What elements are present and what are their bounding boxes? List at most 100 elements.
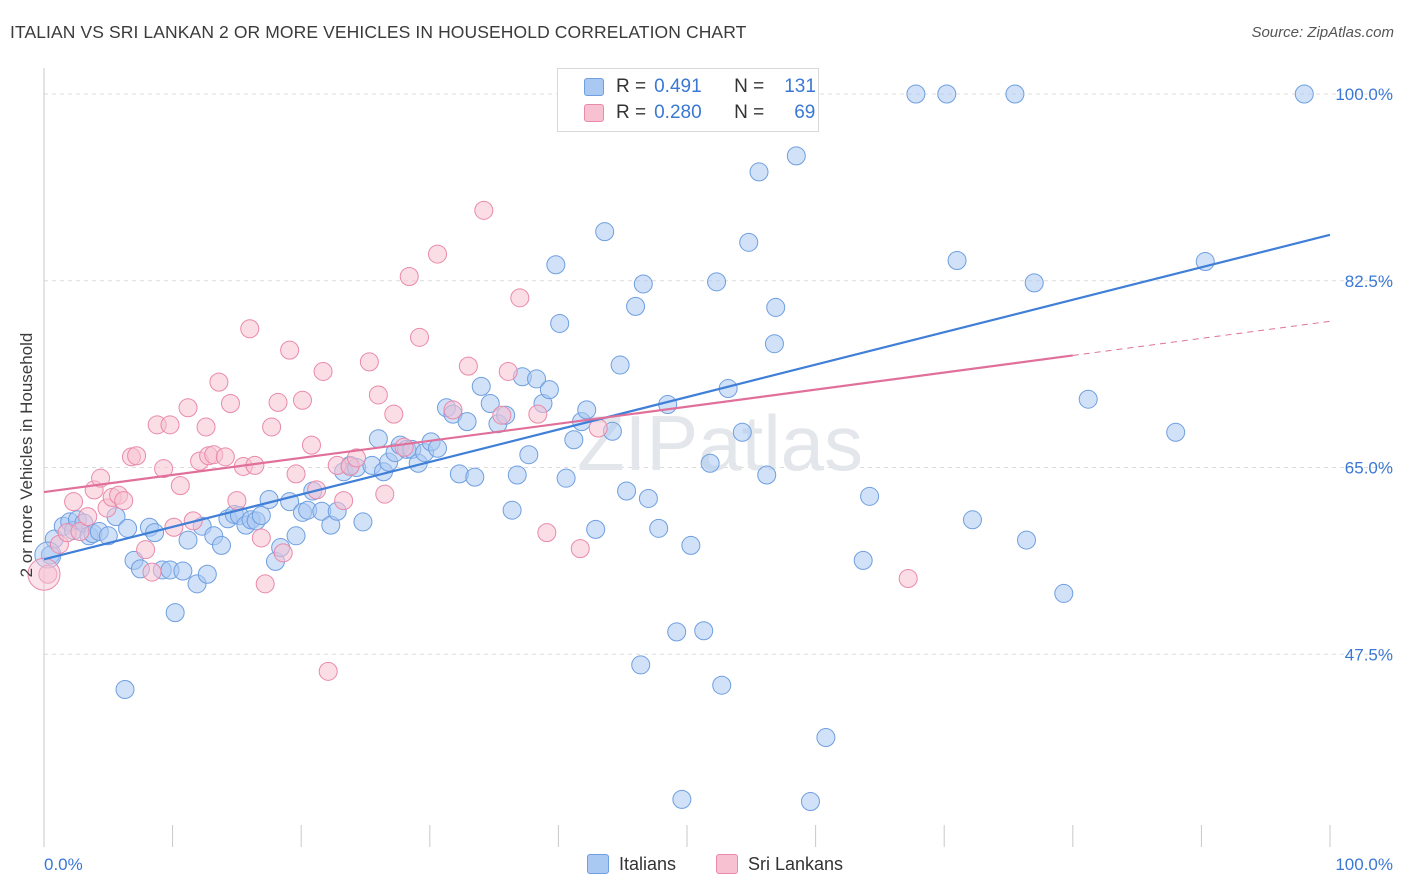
sri-lankans-point bbox=[262, 417, 282, 437]
italians-point bbox=[1166, 422, 1186, 442]
sri-lankans-point bbox=[38, 564, 58, 584]
n-value: 69 bbox=[794, 102, 816, 123]
sri-lankans-point bbox=[114, 491, 134, 511]
sri-lankans-point bbox=[428, 244, 448, 264]
r-label: R = bbox=[616, 102, 647, 123]
sri-lankans-point bbox=[334, 491, 354, 511]
italians-point bbox=[428, 438, 448, 458]
sri-lankans-point bbox=[292, 390, 312, 410]
sri-lankans-point bbox=[474, 200, 494, 220]
r-value: 0.280 bbox=[654, 102, 702, 123]
italians-point bbox=[577, 400, 597, 420]
sri-lankans-point bbox=[492, 405, 512, 425]
sri-lankans-point bbox=[127, 446, 147, 466]
italians-point bbox=[449, 464, 469, 484]
italians-point bbox=[465, 467, 485, 487]
sri-lankans-point bbox=[178, 398, 198, 418]
x-tick-label: 0.0% bbox=[44, 855, 83, 874]
chart-title: ITALIAN VS SRI LANKAN 2 OR MORE VEHICLES… bbox=[10, 22, 747, 42]
legend-row-sri-lankans: R = 0.280 N = 69 bbox=[584, 101, 815, 125]
axes bbox=[43, 68, 1331, 847]
sri-lankans-point bbox=[170, 476, 190, 496]
sri-lankans-point bbox=[301, 435, 321, 455]
italians-point bbox=[173, 561, 193, 581]
sri-lankans-point bbox=[240, 319, 260, 339]
sri-lankans-point bbox=[346, 448, 366, 468]
italians-point bbox=[1005, 84, 1025, 104]
italians-point bbox=[749, 162, 769, 182]
sri-lankans-point bbox=[215, 447, 235, 467]
sri-lankans-point bbox=[154, 459, 174, 479]
italians-point bbox=[178, 530, 198, 550]
sri-lankans-point bbox=[91, 468, 111, 488]
y-tick-label: 65.0% bbox=[1345, 459, 1393, 478]
italians-point bbox=[211, 535, 231, 555]
r-label: R = bbox=[616, 76, 647, 97]
sri-lankans-point bbox=[898, 568, 918, 588]
y-tick-label: 47.5% bbox=[1345, 645, 1393, 664]
italians-point bbox=[707, 272, 727, 292]
italians-point bbox=[1078, 389, 1098, 409]
italians-point bbox=[519, 445, 539, 465]
trend-lines bbox=[43, 233, 1331, 561]
italians-point bbox=[712, 675, 732, 695]
sri-lankans-point bbox=[142, 562, 162, 582]
italians-point bbox=[550, 313, 570, 333]
italians-point bbox=[368, 429, 388, 449]
sri-lankans-point bbox=[286, 464, 306, 484]
sri-lankans-point bbox=[268, 392, 288, 412]
sri-lankans-swatch bbox=[584, 104, 604, 122]
sri-lankans-points bbox=[27, 200, 918, 681]
italians-point bbox=[539, 380, 559, 400]
italians-point bbox=[1294, 84, 1314, 104]
italians-legend-swatch bbox=[587, 854, 609, 874]
legend-row-italians: R = 0.491 N = 131 bbox=[584, 75, 816, 99]
italians-point bbox=[286, 526, 306, 546]
italians-point bbox=[631, 655, 651, 675]
italians-point bbox=[556, 468, 576, 488]
grid-lines bbox=[44, 93, 1394, 655]
watermark: ZIPatlas bbox=[577, 399, 863, 487]
italians-point bbox=[595, 222, 615, 242]
sri-lankans-point bbox=[458, 356, 478, 376]
sri-lankans-point bbox=[280, 340, 300, 360]
italians-point bbox=[502, 500, 522, 520]
italians-point bbox=[546, 255, 566, 275]
y-tick-label: 100.0% bbox=[1335, 85, 1393, 104]
italians-point bbox=[962, 510, 982, 530]
italians-point bbox=[633, 274, 653, 294]
italians-point bbox=[259, 490, 279, 510]
bottom-legend-italians[interactable]: Italians bbox=[587, 852, 676, 876]
italians-point bbox=[681, 535, 701, 555]
sri-lankans-point bbox=[375, 484, 395, 504]
sri-lankans-point bbox=[209, 372, 229, 392]
y-axis-label: 2 or more Vehicles in Household bbox=[17, 332, 36, 578]
sri-lankans-point bbox=[443, 400, 463, 420]
italians-point bbox=[766, 297, 786, 317]
italians-point bbox=[732, 422, 752, 442]
italians-point bbox=[118, 518, 138, 538]
italians-point bbox=[947, 250, 967, 270]
italians-point bbox=[564, 430, 584, 450]
sri-lankans-point bbox=[196, 417, 216, 437]
sri-lankans-point bbox=[498, 361, 518, 381]
italians-legend-label: Italians bbox=[619, 853, 677, 874]
italians-point bbox=[638, 488, 658, 508]
sri-lankans-trend-extension bbox=[1072, 320, 1331, 356]
italians-points bbox=[34, 84, 1314, 812]
sri-lankans-point bbox=[384, 404, 404, 424]
tick-labels: 47.5% 65.0% 82.5% 100.0% 0.0% 100.0% bbox=[44, 85, 1393, 874]
italians-point bbox=[115, 679, 135, 699]
italians-point bbox=[816, 727, 836, 747]
italians-point bbox=[672, 789, 692, 809]
italians-point bbox=[757, 465, 777, 485]
sri-lankans-point bbox=[255, 574, 275, 594]
italians-point bbox=[586, 519, 606, 539]
italians-point bbox=[626, 296, 646, 316]
bottom-legend-sri-lankans[interactable]: Sri Lankans bbox=[716, 852, 843, 876]
sri-lankans-legend-swatch bbox=[716, 854, 738, 874]
sri-lankans-point bbox=[64, 492, 84, 512]
n-value: 131 bbox=[784, 76, 816, 97]
italians-point bbox=[700, 453, 720, 473]
n-label: N = bbox=[734, 76, 765, 97]
